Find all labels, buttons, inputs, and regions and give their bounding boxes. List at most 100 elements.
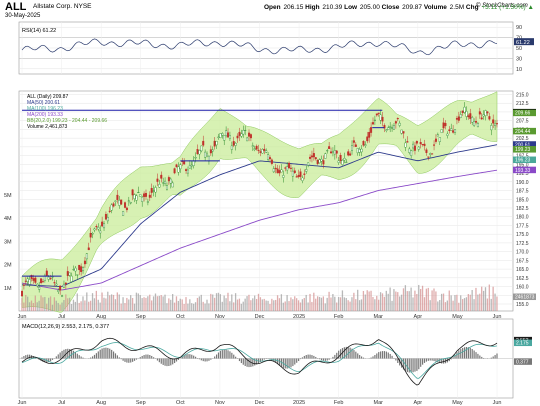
macd-histogram-bar [263,358,265,360]
volume-bar [278,298,281,311]
volume-bar [84,300,86,311]
high-value: 210.39 [322,4,343,11]
macd-histogram-bar [172,358,174,365]
macd-histogram-bar [254,358,256,366]
volume-bar [465,297,468,311]
macd-histogram-bar [303,355,305,359]
volume-bar [404,285,407,311]
macd-histogram-bar [296,358,298,363]
macd-histogram-bar [381,351,384,359]
volume-bar [315,298,317,311]
volume-bar [372,296,374,311]
ohlc-readout: Open 206.15 High 210.39 Low 205.00 Close… [264,4,534,11]
macd-histogram-bar [189,354,191,359]
axis-labels: 907050301061.22215.0212.5210.0207.5205.0… [4,25,536,406]
candle-body [389,126,392,128]
candle-body [419,142,422,145]
macd-histogram-bar [162,358,164,365]
macd-histogram-bar [229,351,231,359]
price-tick-label: 202.5 [516,136,529,142]
macd-histogram-bar [345,346,347,359]
candle-body [162,182,165,184]
candle-body [307,162,310,166]
volume-bar [263,298,265,311]
candle-body [234,143,237,146]
candle-body [427,156,430,158]
candle-body [322,160,325,165]
volume-bar [175,296,178,311]
volume-tick-label: 1M [4,286,12,292]
candle-body [448,129,451,131]
macd-histogram-bar [422,358,424,365]
macd-histogram-bar [305,355,307,359]
candle-body [387,127,390,130]
macd-histogram-bar [256,358,258,365]
candle-body [238,131,241,136]
volume-bar [355,299,357,311]
candle-body [251,145,254,147]
candle-body [423,143,426,147]
volume-bar [38,300,40,311]
volume-bar [280,294,283,311]
macd-histogram-bar [429,358,431,361]
macd-histogram-bar [370,357,372,359]
macd-histogram-bar [271,358,273,361]
volume-bar [385,290,387,311]
volume-bar [137,293,139,311]
volume-bar [357,289,359,311]
candle-body [480,117,483,120]
macd-histogram-bar [347,347,349,359]
candle-body [144,193,147,197]
candle-body [188,165,191,169]
macd-histogram-bar [275,358,277,363]
candle-body [444,123,447,127]
macd-histogram-bar [139,357,141,359]
volume-bar [200,294,202,311]
macd-histogram-bar [490,357,492,359]
macd-histogram-bar [475,352,477,359]
volume-bar [114,299,117,311]
volume-bar [364,294,366,311]
macd-histogram-bar [322,358,325,361]
volume-bar [427,287,429,311]
volume-bar [351,297,353,311]
volume-bar [341,290,344,311]
volume-bar [481,286,483,311]
volume-bar [63,300,65,311]
volume-bar [461,299,464,311]
macd-histogram-bar [378,352,380,359]
macd-histogram-bar [465,346,468,359]
candle-body [55,283,58,286]
candle-body [328,146,331,149]
candle-body [89,232,92,238]
candle-body [66,271,69,276]
volume-bar [76,293,78,311]
candle-body [26,278,29,282]
volume-bar [255,298,258,311]
x-axis-label-bottom: 2025 [293,400,305,406]
macd-histogram-bar [360,356,363,359]
candle-body [104,213,107,220]
volume-bar [402,288,405,311]
macd-histogram-bar [467,347,469,359]
candle-body [354,144,357,147]
macd-histogram-bar [107,347,109,359]
volume-bar [250,300,252,311]
candle-body [64,282,67,285]
x-axis-label-bottom: Sep [136,400,146,406]
volume-bar [406,291,408,311]
candle-body [345,161,348,163]
macd-histogram-bar [284,358,286,369]
macd-histogram-bar [103,347,105,359]
price-current-box [513,109,536,117]
volume-bar [299,302,302,311]
macd-histogram-bar [334,354,336,359]
volume-bar [463,298,466,311]
x-axis-label-bottom: Jul [58,400,65,406]
candle-body [22,284,25,286]
candle-body [206,153,209,157]
x-axis-label-bottom: Jun [18,400,27,406]
volume-bar [122,297,124,311]
volume-bar [181,299,183,311]
x-axis-label-bottom: May [452,400,463,406]
